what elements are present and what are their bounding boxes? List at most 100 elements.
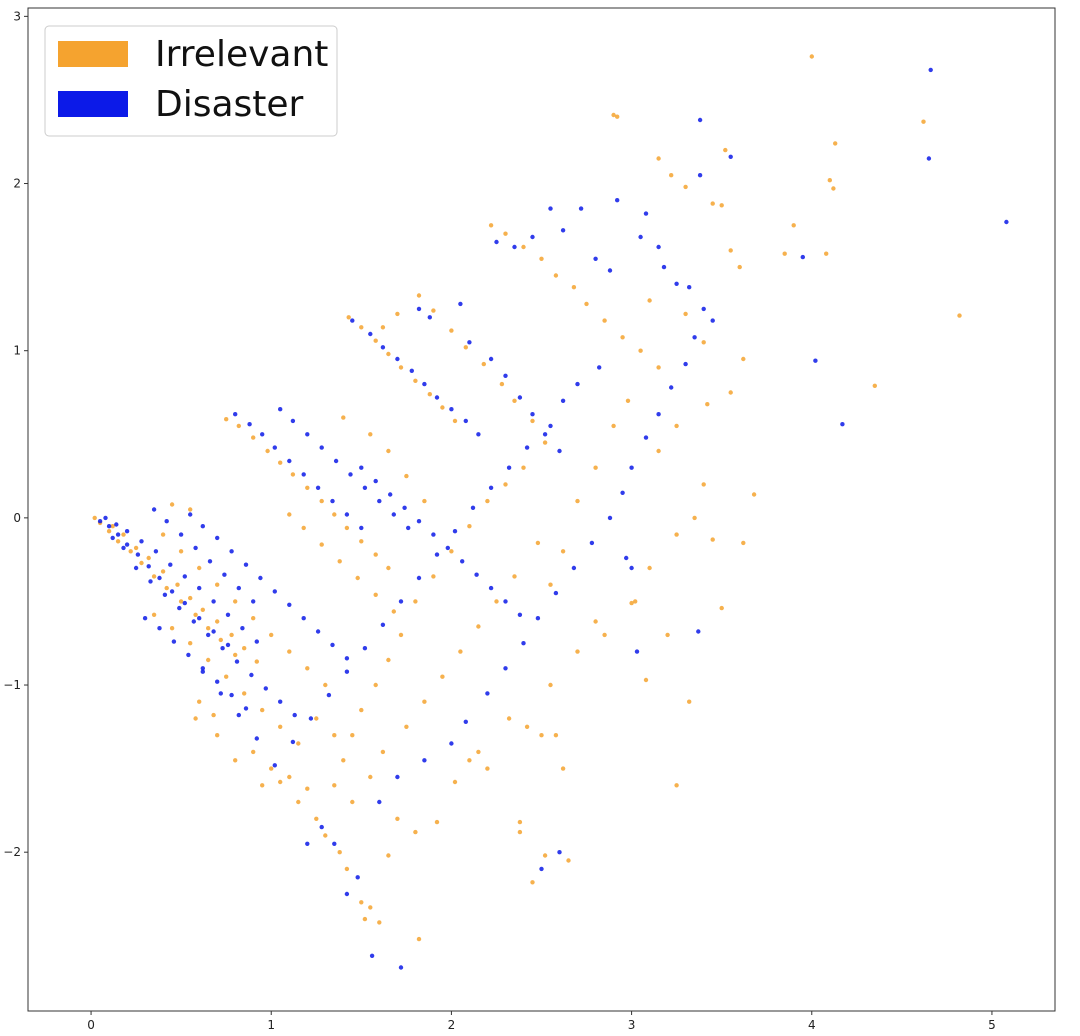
point-irrelevant (499, 381, 505, 387)
point-disaster (254, 736, 259, 741)
point-irrelevant (332, 733, 337, 738)
point-irrelevant (305, 786, 310, 791)
point-disaster (162, 592, 168, 597)
point-disaster (330, 498, 335, 504)
point-irrelevant (346, 315, 351, 320)
point-disaster (643, 435, 649, 440)
point-disaster (225, 612, 231, 617)
point-irrelevant (683, 184, 688, 190)
point-disaster (485, 691, 490, 696)
point-irrelevant (386, 853, 391, 858)
point-irrelevant (416, 936, 422, 942)
point-disaster (488, 485, 494, 490)
point-irrelevant (521, 465, 526, 470)
point-irrelevant (427, 392, 432, 397)
point-irrelevant (416, 293, 422, 298)
point-irrelevant (233, 599, 238, 604)
point-disaster (620, 490, 625, 495)
point-irrelevant (674, 783, 679, 788)
point-irrelevant (404, 724, 409, 729)
point-irrelevant (350, 799, 355, 805)
point-disaster (557, 448, 562, 454)
point-irrelevant (809, 54, 814, 59)
point-irrelevant (386, 351, 391, 357)
point-irrelevant (242, 691, 247, 696)
point-disaster (503, 599, 508, 604)
point-disaster (258, 575, 263, 581)
point-irrelevant (350, 733, 355, 738)
point-irrelevant (115, 539, 121, 544)
point-disaster (319, 445, 324, 450)
point-disaster (225, 642, 231, 648)
point-irrelevant (512, 398, 517, 403)
point-irrelevant (319, 542, 324, 547)
point-irrelevant (368, 905, 373, 910)
point-irrelevant (602, 318, 607, 323)
point-irrelevant (638, 348, 643, 353)
point-irrelevant (413, 829, 418, 835)
point-disaster (416, 306, 422, 312)
point-irrelevant (517, 829, 523, 835)
point-disaster (449, 407, 454, 412)
point-irrelevant (452, 418, 458, 424)
point-disaster (548, 206, 553, 211)
point-disaster (272, 589, 277, 594)
point-disaster (139, 539, 144, 544)
point-disaster (629, 565, 634, 571)
point-disaster (254, 639, 259, 644)
point-irrelevant (251, 749, 256, 755)
point-irrelevant (368, 774, 373, 780)
point-disaster (692, 335, 697, 340)
point-irrelevant (710, 201, 715, 206)
x-tick-label: 5 (988, 1018, 996, 1032)
point-disaster (597, 365, 602, 370)
point-disaster (638, 234, 643, 240)
point-irrelevant (643, 677, 649, 683)
point-irrelevant (957, 313, 962, 318)
point-irrelevant (548, 582, 553, 587)
point-disaster (813, 358, 818, 363)
point-irrelevant (524, 724, 530, 729)
point-irrelevant (233, 758, 238, 763)
point-disaster (177, 605, 182, 611)
point-disaster (634, 649, 640, 654)
point-irrelevant (341, 758, 346, 763)
point-disaster (157, 626, 162, 631)
point-irrelevant (337, 850, 342, 855)
point-irrelevant (575, 498, 580, 504)
x-tick-label: 4 (808, 1018, 816, 1032)
point-disaster (506, 465, 512, 470)
point-irrelevant (434, 819, 440, 825)
point-disaster (377, 799, 382, 805)
point-disaster (151, 507, 157, 512)
point-disaster (326, 692, 332, 698)
point-disaster (656, 244, 661, 250)
point-disaster (206, 632, 211, 638)
point-irrelevant (224, 417, 229, 422)
point-disaster (308, 716, 314, 721)
point-disaster (359, 525, 364, 531)
point-disaster (211, 629, 216, 634)
point-irrelevant (188, 595, 193, 601)
point-disaster (272, 763, 277, 768)
point-disaster (571, 565, 577, 571)
point-disaster (193, 545, 198, 551)
point-irrelevant (146, 555, 151, 561)
point-disaster (398, 599, 404, 604)
point-disaster (197, 585, 202, 591)
point-disaster (178, 532, 184, 537)
point-irrelevant (687, 699, 692, 704)
point-disaster (182, 574, 187, 579)
point-irrelevant (542, 853, 548, 858)
point-irrelevant (386, 657, 391, 663)
point-disaster (355, 875, 360, 880)
point-disaster (124, 529, 130, 534)
point-irrelevant (305, 666, 310, 671)
point-irrelevant (319, 498, 324, 504)
point-disaster (1004, 219, 1009, 225)
point-irrelevant (633, 599, 638, 604)
point-disaster (395, 774, 400, 780)
point-disaster (530, 234, 535, 240)
point-irrelevant (251, 616, 256, 621)
point-disaster (661, 264, 667, 270)
